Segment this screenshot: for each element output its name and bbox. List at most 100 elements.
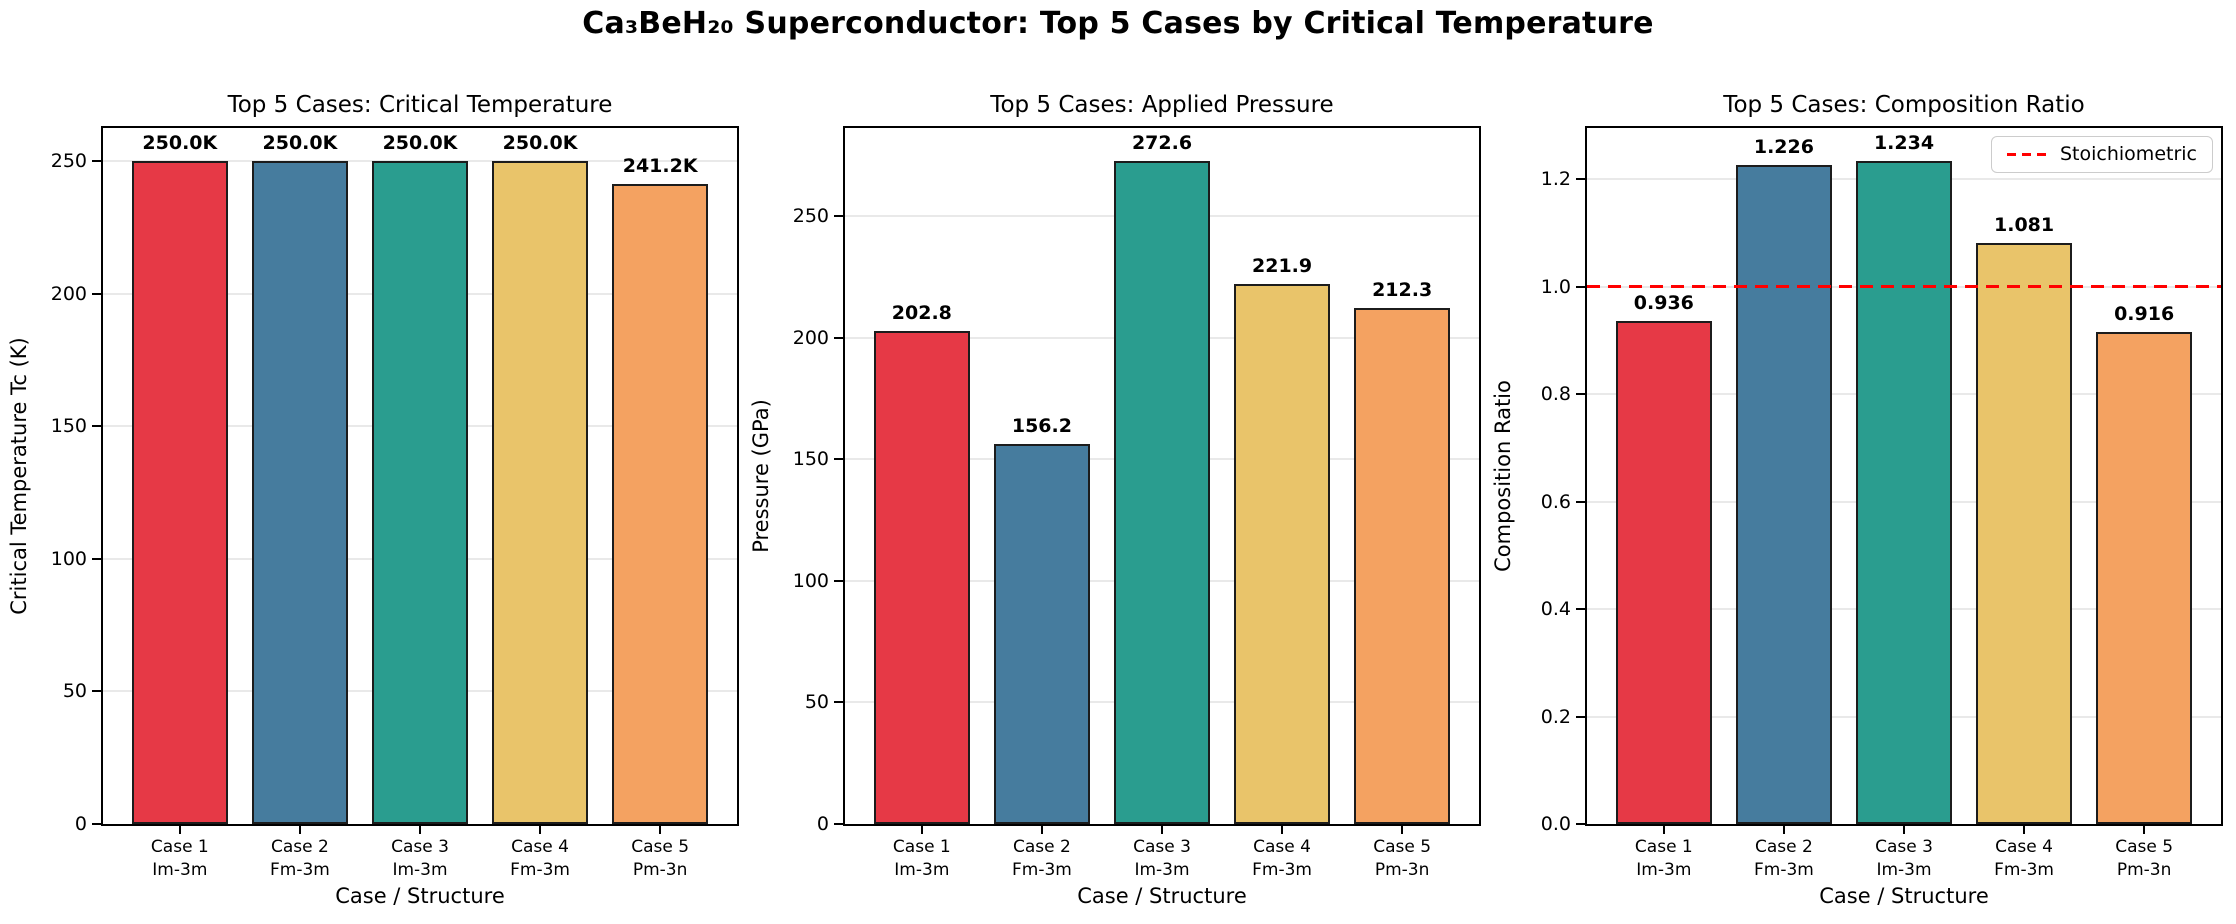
y-tick-label: 0.2 xyxy=(1540,705,1571,728)
x-tick xyxy=(1903,824,1905,834)
x-tick-case-line: Case 3 xyxy=(1875,837,1933,857)
subplot-title: Top 5 Cases: Applied Pressure xyxy=(990,92,1334,118)
bar-value-label: 221.9 xyxy=(1252,255,1313,278)
x-tick-label-case-2: Case 2 Fm-3m xyxy=(235,836,365,882)
y-tick xyxy=(1576,178,1585,181)
x-tick xyxy=(539,824,542,834)
x-tick-label-case-2: Case 2 Fm-3m xyxy=(1719,836,1849,882)
x-tick xyxy=(1281,824,1284,834)
bar-case-3 xyxy=(1113,161,1211,824)
bar-value-label: 250.0K xyxy=(262,132,338,155)
bar-case-1 xyxy=(1615,321,1712,824)
bar-case-2 xyxy=(251,161,348,824)
x-tick-case-line: Case 1 xyxy=(892,837,951,857)
bar-value-label: 241.2K xyxy=(622,155,698,178)
bar-case-1 xyxy=(131,161,228,824)
x-tick-structure-line: Pm-3n xyxy=(2116,860,2172,880)
y-tick xyxy=(92,557,101,560)
bar-value-label: 1.234 xyxy=(1873,132,1935,155)
y-tick-label: 0.6 xyxy=(1540,490,1571,513)
y-tick xyxy=(1576,393,1585,396)
x-tick xyxy=(1401,824,1404,834)
bar-case-4 xyxy=(492,161,589,824)
y-tick xyxy=(1576,285,1585,288)
y-axis-label: Pressure (GPa) xyxy=(749,399,773,553)
x-tick-structure-line: Pm-3n xyxy=(1374,860,1430,880)
bar-value-label: 272.6 xyxy=(1131,132,1193,155)
x-tick-label-case-5: Case 5 Pm-3n xyxy=(2079,836,2209,882)
bar-case-1 xyxy=(873,330,970,824)
x-tick-label-case-3: Case 3 Im-3m xyxy=(1097,836,1227,882)
bar-value-label: 250.0K xyxy=(382,132,458,155)
figure-suptitle: Ca₃BeH₂₀ Superconductor: Top 5 Cases by … xyxy=(582,6,1654,41)
y-tick-label: 1.0 xyxy=(1540,275,1571,298)
bar-case-5 xyxy=(612,184,709,824)
x-tick-label-case-4: Case 4 Fm-3m xyxy=(1959,836,2089,882)
x-axis-label: Case / Structure xyxy=(1077,884,1247,908)
x-tick-label-case-5: Case 5 Pm-3n xyxy=(1337,836,1467,882)
x-tick-structure-line: Pm-3n xyxy=(632,860,688,880)
x-tick-case-line: Case 5 xyxy=(2115,837,2174,857)
y-tick xyxy=(92,425,101,428)
bar-case-2 xyxy=(1735,165,1832,824)
y-tick xyxy=(834,215,843,218)
x-tick-structure-line: Fm-3m xyxy=(269,860,330,880)
bar-value-label: 0.916 xyxy=(2114,302,2175,325)
x-tick-structure-line: Im-3m xyxy=(1876,860,1932,880)
y-tick-label: 1.2 xyxy=(1540,168,1571,191)
y-tick xyxy=(834,701,843,704)
y-tick-label: 150 xyxy=(50,415,87,438)
x-tick-label-case-1: Case 1 Im-3m xyxy=(115,836,245,882)
x-tick-label-case-4: Case 4 Fm-3m xyxy=(1217,836,1347,882)
x-tick-case-line: Case 4 xyxy=(511,837,569,857)
x-tick xyxy=(1662,824,1665,834)
x-tick-case-line: Case 5 xyxy=(631,837,690,857)
y-tick xyxy=(92,160,101,163)
y-tick-label: 150 xyxy=(792,448,829,471)
x-tick-structure-line: Im-3m xyxy=(392,860,448,880)
x-tick-case-line: Case 2 xyxy=(1013,837,1071,857)
x-tick-case-line: Case 4 xyxy=(1253,837,1311,857)
x-tick-structure-line: Fm-3m xyxy=(1994,860,2054,880)
x-tick-label-case-3: Case 3 Im-3m xyxy=(355,836,485,882)
plot-area: 0 50 100 150 200 250 202.8 Case 1 Im-3m 156.2 Case… xyxy=(793,126,1481,880)
x-tick-case-line: Case 3 xyxy=(1133,837,1191,857)
y-tick xyxy=(1576,608,1585,611)
bar-case-3 xyxy=(1855,161,1953,824)
bar-value-label: 202.8 xyxy=(891,301,952,324)
subplot-title: Top 5 Cases: Critical Temperature xyxy=(227,92,613,118)
y-axis-label: Composition Ratio xyxy=(1491,380,1515,572)
y-tick xyxy=(834,823,843,825)
x-tick-case-line: Case 1 xyxy=(150,837,209,857)
x-tick xyxy=(1161,824,1163,834)
x-tick-case-line: Case 5 xyxy=(1373,837,1432,857)
legend-label: Stoichiometric xyxy=(2060,143,2197,165)
bar-value-label: 250.0K xyxy=(142,132,218,155)
y-tick xyxy=(1576,823,1585,825)
x-tick xyxy=(659,824,662,834)
x-tick-structure-line: Im-3m xyxy=(1134,860,1190,880)
x-tick-structure-line: Fm-3m xyxy=(1753,860,1814,880)
y-tick-label: 0 xyxy=(74,813,87,835)
x-tick-case-line: Case 3 xyxy=(391,837,449,857)
y-tick-label: 0 xyxy=(816,813,829,835)
y-tick-label: 0.0 xyxy=(1540,813,1571,835)
x-tick-label-case-2: Case 2 Fm-3m xyxy=(977,836,1107,882)
x-tick-structure-line: Im-3m xyxy=(894,860,950,880)
plot-area: 0 50 100 150 200 250 250.0K Case 1 Im-3m 250.0K Ca… xyxy=(51,126,739,880)
x-tick xyxy=(178,824,181,834)
x-tick-case-line: Case 4 xyxy=(1995,837,2053,857)
legend: Stoichiometric xyxy=(1991,136,2213,173)
x-tick-case-line: Case 2 xyxy=(271,837,329,857)
bar-value-label: 1.226 xyxy=(1753,136,1814,159)
x-tick-label-case-1: Case 1 Im-3m xyxy=(857,836,987,882)
bar-case-3 xyxy=(371,161,469,824)
bar-case-4 xyxy=(1976,243,2073,824)
x-tick-label-case-1: Case 1 Im-3m xyxy=(1599,836,1729,882)
x-tick-case-line: Case 1 xyxy=(1634,837,1693,857)
y-tick xyxy=(1576,715,1585,718)
x-tick-structure-line: Fm-3m xyxy=(510,860,570,880)
gridline xyxy=(103,160,737,163)
bar-value-label: 156.2 xyxy=(1011,415,1072,438)
y-tick-label: 200 xyxy=(792,326,829,349)
